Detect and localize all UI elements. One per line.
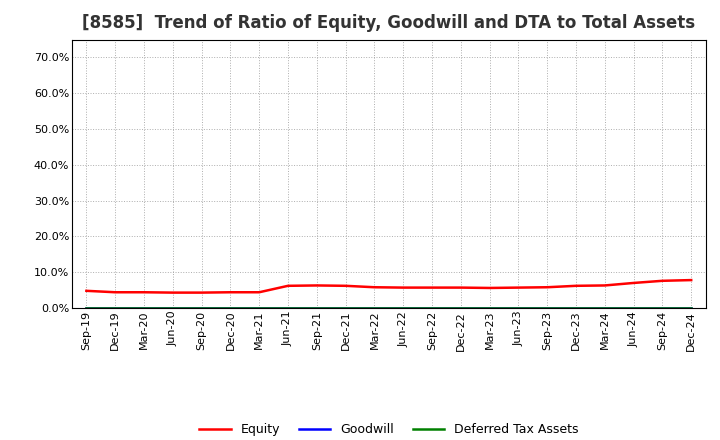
Goodwill <box>456 305 465 310</box>
Goodwill <box>111 305 120 310</box>
Goodwill <box>140 305 148 310</box>
Line: Equity: Equity <box>86 280 691 293</box>
Goodwill <box>399 305 408 310</box>
Goodwill <box>168 305 177 310</box>
Equity <box>658 278 667 283</box>
Equity <box>687 278 696 283</box>
Goodwill <box>687 305 696 310</box>
Equity <box>572 283 580 289</box>
Equity <box>197 290 206 295</box>
Deferred Tax Assets <box>658 305 667 311</box>
Deferred Tax Assets <box>399 305 408 311</box>
Goodwill <box>312 305 321 310</box>
Equity <box>370 285 379 290</box>
Legend: Equity, Goodwill, Deferred Tax Assets: Equity, Goodwill, Deferred Tax Assets <box>194 418 583 440</box>
Title: [8585]  Trend of Ratio of Equity, Goodwill and DTA to Total Assets: [8585] Trend of Ratio of Equity, Goodwil… <box>82 15 696 33</box>
Deferred Tax Assets <box>428 305 436 311</box>
Equity <box>399 285 408 290</box>
Deferred Tax Assets <box>341 305 350 311</box>
Equity <box>82 288 91 293</box>
Deferred Tax Assets <box>284 305 292 311</box>
Deferred Tax Assets <box>140 305 148 311</box>
Goodwill <box>514 305 523 310</box>
Equity <box>284 283 292 289</box>
Goodwill <box>341 305 350 310</box>
Goodwill <box>629 305 638 310</box>
Deferred Tax Assets <box>514 305 523 311</box>
Equity <box>255 290 264 295</box>
Deferred Tax Assets <box>572 305 580 311</box>
Equity <box>514 285 523 290</box>
Deferred Tax Assets <box>226 305 235 311</box>
Deferred Tax Assets <box>82 305 91 311</box>
Equity <box>456 285 465 290</box>
Deferred Tax Assets <box>629 305 638 311</box>
Equity <box>428 285 436 290</box>
Deferred Tax Assets <box>197 305 206 311</box>
Equity <box>168 290 177 295</box>
Equity <box>600 283 609 288</box>
Equity <box>140 290 148 295</box>
Equity <box>629 280 638 286</box>
Equity <box>543 285 552 290</box>
Deferred Tax Assets <box>370 305 379 311</box>
Deferred Tax Assets <box>255 305 264 311</box>
Goodwill <box>485 305 494 310</box>
Goodwill <box>82 305 91 310</box>
Goodwill <box>543 305 552 310</box>
Equity <box>312 283 321 288</box>
Deferred Tax Assets <box>168 305 177 311</box>
Deferred Tax Assets <box>600 305 609 311</box>
Goodwill <box>600 305 609 310</box>
Goodwill <box>284 305 292 310</box>
Deferred Tax Assets <box>485 305 494 311</box>
Deferred Tax Assets <box>456 305 465 311</box>
Equity <box>111 290 120 295</box>
Goodwill <box>226 305 235 310</box>
Equity <box>485 285 494 290</box>
Deferred Tax Assets <box>543 305 552 311</box>
Equity <box>226 290 235 295</box>
Goodwill <box>370 305 379 310</box>
Goodwill <box>255 305 264 310</box>
Goodwill <box>428 305 436 310</box>
Deferred Tax Assets <box>111 305 120 311</box>
Deferred Tax Assets <box>687 305 696 311</box>
Goodwill <box>572 305 580 310</box>
Goodwill <box>658 305 667 310</box>
Equity <box>341 283 350 289</box>
Goodwill <box>197 305 206 310</box>
Deferred Tax Assets <box>312 305 321 311</box>
